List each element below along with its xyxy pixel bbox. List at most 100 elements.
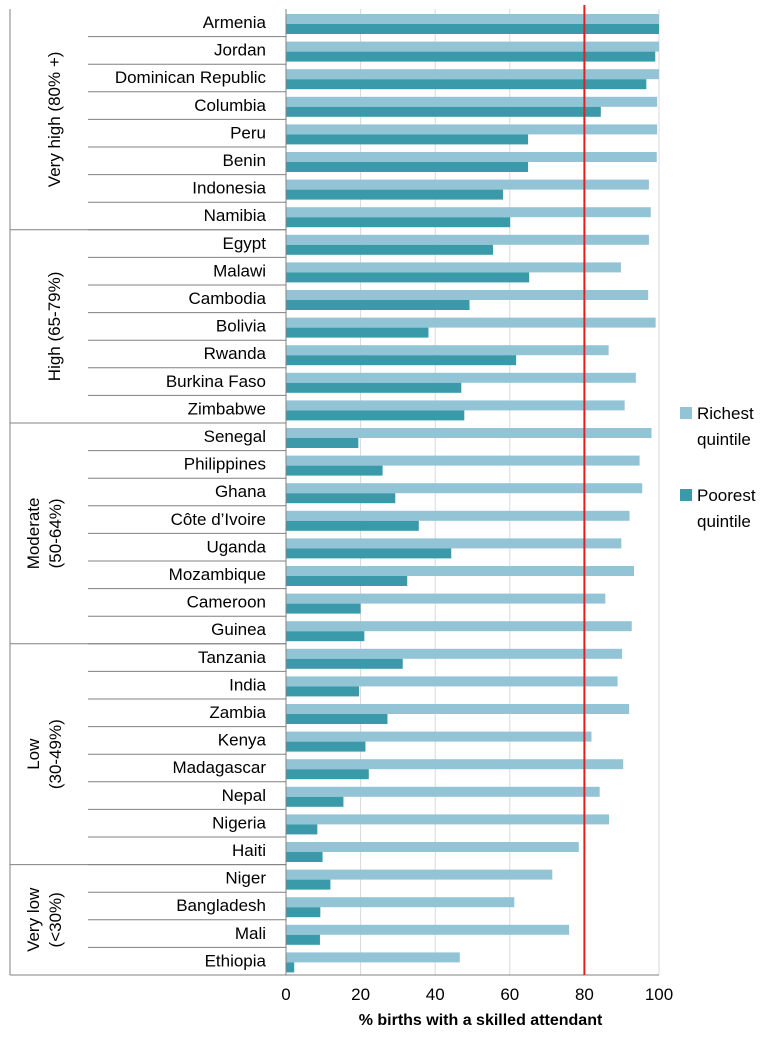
category-label-3: Columbia	[194, 96, 266, 115]
bar-richest-2	[286, 69, 659, 80]
category-label-20: Mozambique	[169, 565, 266, 584]
bars	[286, 14, 659, 973]
category-label-27: Madagascar	[172, 758, 266, 777]
bar-richest-7	[286, 207, 651, 218]
bar-poorest-12	[286, 355, 517, 366]
bar-poorest-2	[286, 79, 647, 90]
bar-poorest-1	[286, 51, 656, 62]
bar-poorest-0	[286, 24, 659, 34]
bar-poorest-18	[286, 520, 419, 531]
bar-poorest-15	[286, 438, 359, 448]
bar-poorest-8	[286, 244, 494, 255]
bar-richest-8	[286, 234, 649, 245]
category-label-33: Mali	[235, 924, 266, 943]
category-label-23: Tanzania	[198, 648, 267, 667]
category-label-19: Uganda	[206, 537, 266, 556]
bar-richest-28	[286, 786, 600, 797]
x-tick-label-80: 80	[575, 985, 594, 1004]
bar-poorest-26	[286, 741, 366, 752]
x-tick-label-20: 20	[351, 985, 370, 1004]
bar-poorest-23	[286, 658, 403, 669]
bar-richest-15	[286, 428, 652, 438]
group-label-0: Very high (80% +)	[45, 52, 64, 188]
bar-poorest-3	[286, 106, 601, 117]
bar-richest-0	[286, 14, 659, 24]
bar-richest-11	[286, 317, 656, 328]
bar-poorest-29	[286, 824, 318, 835]
bar-richest-4	[286, 124, 658, 135]
category-label-10: Cambodia	[189, 289, 267, 308]
bar-poorest-9	[286, 272, 530, 283]
category-label-30: Haiti	[232, 841, 266, 860]
legend-label-0: Richest quintile	[697, 404, 754, 449]
bar-richest-9	[286, 262, 621, 273]
bar-poorest-14	[286, 410, 465, 421]
bar-richest-20	[286, 566, 635, 576]
bar-richest-17	[286, 483, 643, 494]
category-label-9: Malawi	[213, 261, 266, 280]
category-label-34: Ethiopia	[205, 951, 267, 970]
bar-poorest-32	[286, 907, 321, 918]
bar-richest-1	[286, 41, 659, 52]
bar-poorest-6	[286, 189, 504, 200]
bar-richest-19	[286, 538, 622, 549]
bar-richest-3	[286, 96, 658, 107]
bar-richest-10	[286, 290, 649, 300]
bar-poorest-10	[286, 300, 470, 310]
x-tick-label-40: 40	[426, 985, 445, 1004]
bar-poorest-24	[286, 686, 360, 697]
bar-richest-33	[286, 924, 570, 935]
category-label-2: Dominican Republic	[115, 68, 267, 87]
bar-poorest-22	[286, 631, 365, 642]
bar-poorest-20	[286, 576, 408, 586]
category-label-8: Egypt	[223, 234, 267, 253]
bar-richest-12	[286, 345, 609, 356]
bar-poorest-30	[286, 852, 323, 862]
bar-richest-14	[286, 400, 625, 411]
bar-richest-31	[286, 869, 553, 880]
bar-richest-21	[286, 593, 606, 604]
bar-poorest-7	[286, 217, 511, 228]
bar-richest-23	[286, 648, 623, 659]
category-label-6: Indonesia	[192, 179, 266, 198]
category-label-7: Namibia	[204, 206, 267, 225]
category-label-26: Kenya	[218, 731, 267, 750]
bar-richest-25	[286, 704, 630, 714]
bar-richest-24	[286, 676, 618, 687]
category-label-15: Senegal	[204, 427, 266, 446]
category-label-28: Nepal	[222, 786, 266, 805]
bar-richest-29	[286, 814, 610, 825]
category-label-17: Ghana	[215, 482, 267, 501]
bar-richest-30	[286, 842, 579, 852]
bar-richest-22	[286, 621, 632, 632]
bar-poorest-27	[286, 769, 369, 780]
category-label-18: Côte d’Ivoire	[171, 510, 266, 529]
category-label-13: Burkina Faso	[166, 372, 266, 391]
category-label-29: Nigeria	[212, 813, 266, 832]
bar-richest-27	[286, 759, 624, 770]
category-label-0: Armenia	[203, 13, 267, 32]
group-label-4: Very low (<30%)	[24, 887, 65, 952]
bar-poorest-16	[286, 465, 383, 476]
category-label-12: Rwanda	[204, 344, 267, 363]
bar-richest-13	[286, 372, 636, 383]
bar-richest-34	[286, 952, 460, 963]
bar-poorest-19	[286, 548, 452, 559]
legend-label-1: Poorest quintile	[697, 486, 756, 531]
bar-poorest-25	[286, 714, 388, 724]
category-label-22: Guinea	[211, 620, 266, 639]
bar-richest-16	[286, 455, 640, 466]
category-label-11: Bolivia	[216, 317, 267, 336]
group-label-2: Moderate (50-64%)	[24, 497, 65, 569]
bar-poorest-31	[286, 879, 331, 890]
category-labels: Armenia Jordan Dominican Republic Columbia P…	[88, 13, 286, 970]
category-label-4: Peru	[230, 123, 266, 142]
bar-richest-18	[286, 510, 630, 521]
legend-swatch-1	[680, 489, 692, 501]
legend-swatch-0	[680, 407, 692, 419]
bar-poorest-11	[286, 327, 429, 338]
bar-poorest-28	[286, 796, 344, 807]
bar-poorest-4	[286, 134, 529, 145]
bar-richest-32	[286, 897, 515, 908]
